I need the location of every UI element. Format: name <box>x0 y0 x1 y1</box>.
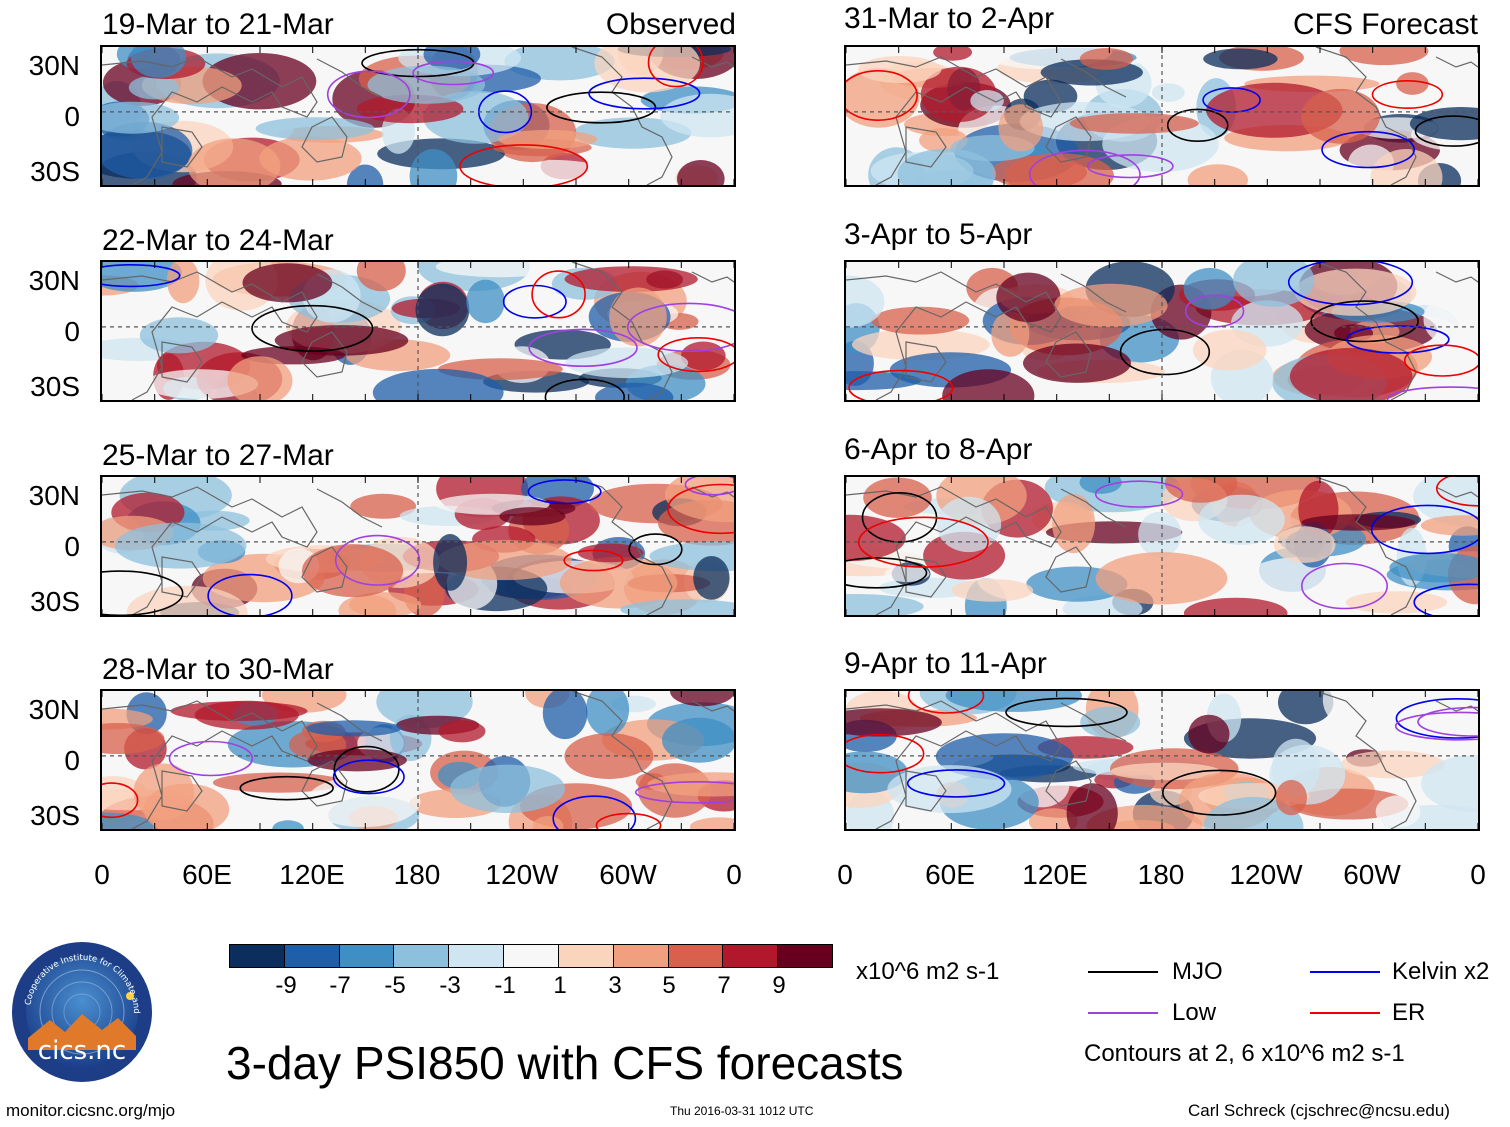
lon-label: 120E <box>279 859 345 890</box>
colorbar-swatch <box>449 945 505 967</box>
lat-label-30n: 30N <box>28 50 80 81</box>
legend-swatch-mjo <box>1088 971 1158 973</box>
footer-url[interactable]: monitor.cicsnc.org/mjo <box>6 1101 176 1120</box>
map-panel-4 <box>100 689 736 831</box>
colorbar-tick-label: 1 <box>553 972 567 999</box>
lat-label-30s: 30S <box>30 586 80 617</box>
colorbar-swatch <box>668 945 724 967</box>
map-panel-7 <box>844 475 1480 617</box>
lon-label: 60W <box>1343 859 1401 890</box>
colorbar-swatch <box>504 945 559 967</box>
lon-label: 0 <box>726 859 742 890</box>
logo-text: cics.nc <box>37 1036 127 1066</box>
lat-label-0: 0 <box>64 101 80 132</box>
legend-label-er: ER <box>1392 999 1426 1026</box>
lon-label: 0 <box>837 859 853 890</box>
lat-label-30n: 30N <box>28 480 80 511</box>
colorbar-tick-label: -5 <box>384 972 406 999</box>
lon-label: 0 <box>1470 859 1486 890</box>
legend-label-low: Low <box>1172 999 1217 1026</box>
legend-label-kelvin: Kelvin x2 <box>1392 958 1490 985</box>
footer-credit: Carl Schreck (cjschrec@ncsu.edu) <box>1188 1101 1450 1120</box>
colorbar-tick-label: 5 <box>662 972 676 999</box>
colorbar-tick-label: -9 <box>275 972 297 999</box>
legend-label-mjo: MJO <box>1172 958 1223 985</box>
colorbar-swatch <box>613 945 669 967</box>
observed-tag: Observed <box>605 8 736 41</box>
lat-label-30s: 30S <box>30 156 80 187</box>
lon-label: 120W <box>485 859 559 890</box>
colorbar-tick-label: -7 <box>329 972 351 999</box>
lat-label-30n: 30N <box>28 694 80 725</box>
cicsnc-logo: Cooperative Institute for Climate and Sa… <box>7 933 154 1084</box>
colorbar-tick-label: 9 <box>772 972 786 999</box>
lon-label: 60E <box>925 859 975 890</box>
panel-title-6: 3-Apr to 5-Apr <box>844 218 1033 251</box>
colorbar-swatch <box>230 945 285 967</box>
lat-label-30s: 30S <box>30 371 80 402</box>
colorbar-swatch <box>723 945 779 967</box>
colorbar-swatch <box>558 945 614 967</box>
colorbar-tick-label: -3 <box>439 972 461 999</box>
legend-swatch-low <box>1088 1012 1158 1014</box>
lon-label: 180 <box>1137 859 1185 890</box>
lat-label-30s: 30S <box>30 800 80 831</box>
map-panel-8 <box>844 689 1480 831</box>
lon-label: 60E <box>182 859 232 890</box>
colorbar-swatch <box>339 945 395 967</box>
colorbar-tick-label: 3 <box>608 972 622 999</box>
lon-label: 120W <box>1229 859 1303 890</box>
legend-swatch-kelvin <box>1310 971 1380 973</box>
colorbar-swatch <box>284 945 340 967</box>
colorbar-swatch <box>394 945 450 967</box>
colorbar-units: x10^6 m2 s-1 <box>856 958 1000 985</box>
panel-title-5: 31-Mar to 2-Apr <box>844 2 1055 35</box>
lon-label: 60W <box>599 859 657 890</box>
colorbar <box>229 944 833 968</box>
contour-note: Contours at 2, 6 x10^6 m2 s-1 <box>1084 1040 1405 1067</box>
lat-label-0: 0 <box>64 531 80 562</box>
colorbar-swatch <box>778 945 832 967</box>
lat-label-30n: 30N <box>28 265 80 296</box>
panel-title-3: 25-Mar to 27-Mar <box>102 439 334 472</box>
legend-swatch-er <box>1310 1012 1380 1014</box>
colorbar-tick-label: -1 <box>494 972 516 999</box>
lon-label: 120E <box>1022 859 1088 890</box>
footer-timestamp: Thu 2016-03-31 1012 UTC <box>670 1104 814 1118</box>
map-panel-2 <box>100 260 736 402</box>
panel-title-8: 9-Apr to 11-Apr <box>844 647 1047 680</box>
colorbar-tick-label: 7 <box>717 972 731 999</box>
map-panel-6 <box>844 260 1480 402</box>
panel-title-7: 6-Apr to 8-Apr <box>844 433 1033 466</box>
panel-title-4: 28-Mar to 30-Mar <box>102 653 334 686</box>
map-panel-5 <box>844 45 1480 187</box>
panel-title-1: 19-Mar to 21-Mar <box>102 8 334 41</box>
lon-label: 0 <box>94 859 110 890</box>
lat-label-0: 0 <box>64 316 80 347</box>
map-panel-3 <box>100 475 736 617</box>
map-panel-1 <box>100 45 736 187</box>
main-title: 3-day PSI850 with CFS forecasts <box>226 1037 904 1089</box>
forecast-tag: CFS Forecast <box>1292 8 1478 41</box>
lat-label-0: 0 <box>64 745 80 776</box>
lon-label: 180 <box>393 859 441 890</box>
panel-title-2: 22-Mar to 24-Mar <box>102 224 334 257</box>
